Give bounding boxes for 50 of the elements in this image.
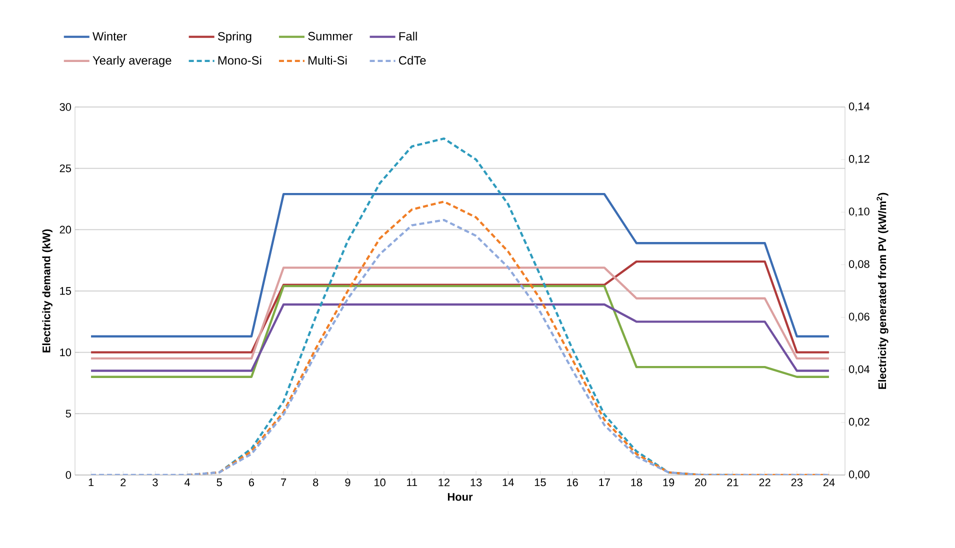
x-tick-label: 7 [281, 478, 286, 486]
x-tick-label: 13 [470, 478, 482, 486]
legend-label: Summer [308, 32, 353, 40]
y-tick-label: 10 [60, 348, 72, 356]
x-tick-label: 22 [759, 478, 770, 486]
y-tick-label: 15 [60, 287, 72, 295]
x-tick-label: 19 [663, 478, 674, 486]
x-tick-label: 17 [599, 478, 610, 486]
y-tick-label: 20 [60, 226, 72, 234]
legend-label: Fall [399, 32, 417, 41]
x-tick-label: 16 [567, 478, 578, 486]
x-tick-label: 12 [438, 478, 450, 486]
x-tick-label: 23 [791, 478, 802, 486]
x-tick-label: 11 [407, 478, 418, 486]
x-tick-label: 18 [631, 478, 642, 486]
y2-tick-label: 0,06 [848, 312, 870, 322]
y2-tick-label: 0,14 [848, 102, 870, 112]
x-tick-label: 15 [534, 478, 546, 486]
y2-tick-label: 0,10 [848, 208, 870, 217]
y-tick-label: 0 [66, 471, 72, 479]
legend-label: Mono-Si [218, 56, 262, 65]
y-tick-label: 25 [60, 164, 72, 172]
y2-tick-label: 0,08 [848, 260, 870, 270]
legend-label: CdTe [399, 56, 426, 65]
legend-label: Winter [92, 32, 127, 41]
x-tick-label: 20 [695, 478, 706, 486]
x-tick-label: 4 [184, 478, 190, 486]
x-tick-label: 14 [502, 478, 514, 486]
x-tick-label: 9 [345, 478, 350, 486]
legend-label: Spring [218, 32, 252, 43]
y-axis-title: Electricity demand (kW) [42, 229, 52, 352]
y2-tick-label: 0,00 [848, 470, 870, 480]
x-axis-title: Hour [448, 493, 473, 501]
x-tick-label: 8 [313, 478, 318, 486]
y2-tick-label: 0,12 [848, 155, 870, 164]
x-tick-label: 6 [248, 478, 254, 486]
x-tick-label: 3 [152, 478, 158, 486]
y2-tick-label: 0,04 [848, 365, 870, 374]
y2-tick-label: 0,02 [848, 418, 870, 427]
legend-label: Multi-Si [308, 56, 347, 65]
legend-label: Yearly average [92, 56, 172, 67]
x-tick-label: 5 [216, 478, 222, 486]
y2-axis-title: Electricity generated from PV (kW/m$^{2}$) [876, 192, 888, 389]
x-tick-label: 1 [88, 478, 94, 486]
y-tick-label: 30 [60, 103, 72, 111]
x-tick-label: 21 [727, 478, 738, 486]
y-tick-label: 5 [66, 410, 72, 418]
x-tick-label: 2 [120, 478, 126, 486]
x-tick-label: 24 [823, 478, 835, 486]
x-tick-label: 10 [374, 478, 386, 486]
